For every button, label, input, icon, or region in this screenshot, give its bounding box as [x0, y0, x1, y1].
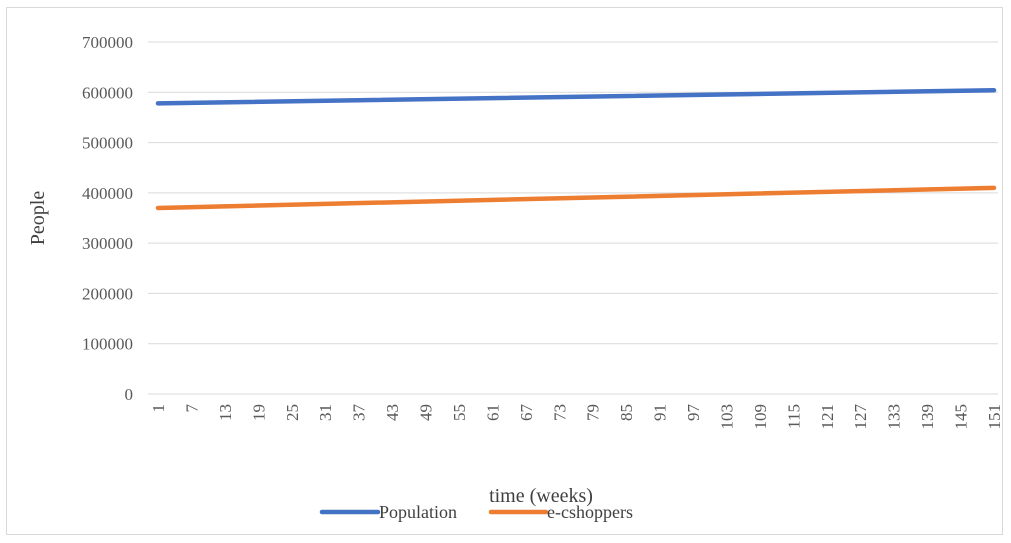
y-tick-label: 100000: [82, 335, 133, 354]
legend: Population e-cshoppers: [319, 502, 633, 522]
x-tick-label: 37: [350, 404, 369, 422]
x-tick-label: 31: [316, 404, 335, 421]
x-tick-label: 49: [417, 404, 436, 421]
y-axis-ticks: 0 100000 200000 300000 400000 500000 600000 700…: [82, 33, 133, 404]
x-tick-label: 13: [216, 404, 235, 421]
x-tick-label: 133: [885, 404, 904, 430]
x-tick-label: 139: [918, 404, 937, 430]
x-tick-label: 79: [584, 404, 603, 421]
y-tick-label: 0: [125, 385, 134, 404]
chart-frame: [6, 7, 1003, 535]
y-tick-label: 200000: [82, 284, 133, 303]
x-tick-label: 121: [818, 404, 837, 430]
series-line-e-cshoppers: [155, 185, 997, 211]
series-line-population: [155, 88, 997, 106]
y-axis-title: People: [27, 191, 49, 246]
x-tick-label: 55: [450, 404, 469, 421]
x-axis-ticks: 1 7 13 19 25 31 37 43 49 55 61 67 73 79 85 91 97 103 109 11…: [149, 404, 1004, 430]
x-tick-label: 85: [617, 404, 636, 421]
x-tick-label: 109: [751, 404, 770, 430]
y-tick-label: 300000: [82, 234, 133, 253]
series-lines: [155, 88, 997, 211]
x-tick-label: 127: [851, 404, 870, 430]
y-tick-label: 500000: [82, 134, 133, 153]
x-tick-label: 73: [550, 404, 569, 421]
y-tick-label: 700000: [82, 33, 133, 52]
legend-label-population: Population: [379, 502, 457, 522]
x-tick-label: 19: [249, 404, 268, 421]
x-tick-label: 25: [283, 404, 302, 421]
x-axis-title: time (weeks): [489, 485, 593, 507]
y-tick-label: 600000: [82, 83, 133, 102]
x-tick-label: 43: [383, 404, 402, 421]
x-tick-label: 103: [717, 404, 736, 430]
x-tick-label: 97: [684, 404, 703, 422]
y-tick-label: 400000: [82, 184, 133, 203]
x-tick-label: 151: [985, 404, 1004, 430]
x-tick-label: 1: [149, 404, 168, 413]
x-tick-label: 145: [952, 404, 971, 430]
x-tick-label: 67: [517, 404, 536, 422]
x-tick-label: 115: [784, 404, 803, 429]
x-tick-label: 61: [483, 404, 502, 421]
legend-label-e-cshoppers: e-cshoppers: [547, 502, 633, 522]
x-tick-label: 91: [651, 404, 670, 421]
x-tick-label: 7: [182, 404, 201, 413]
